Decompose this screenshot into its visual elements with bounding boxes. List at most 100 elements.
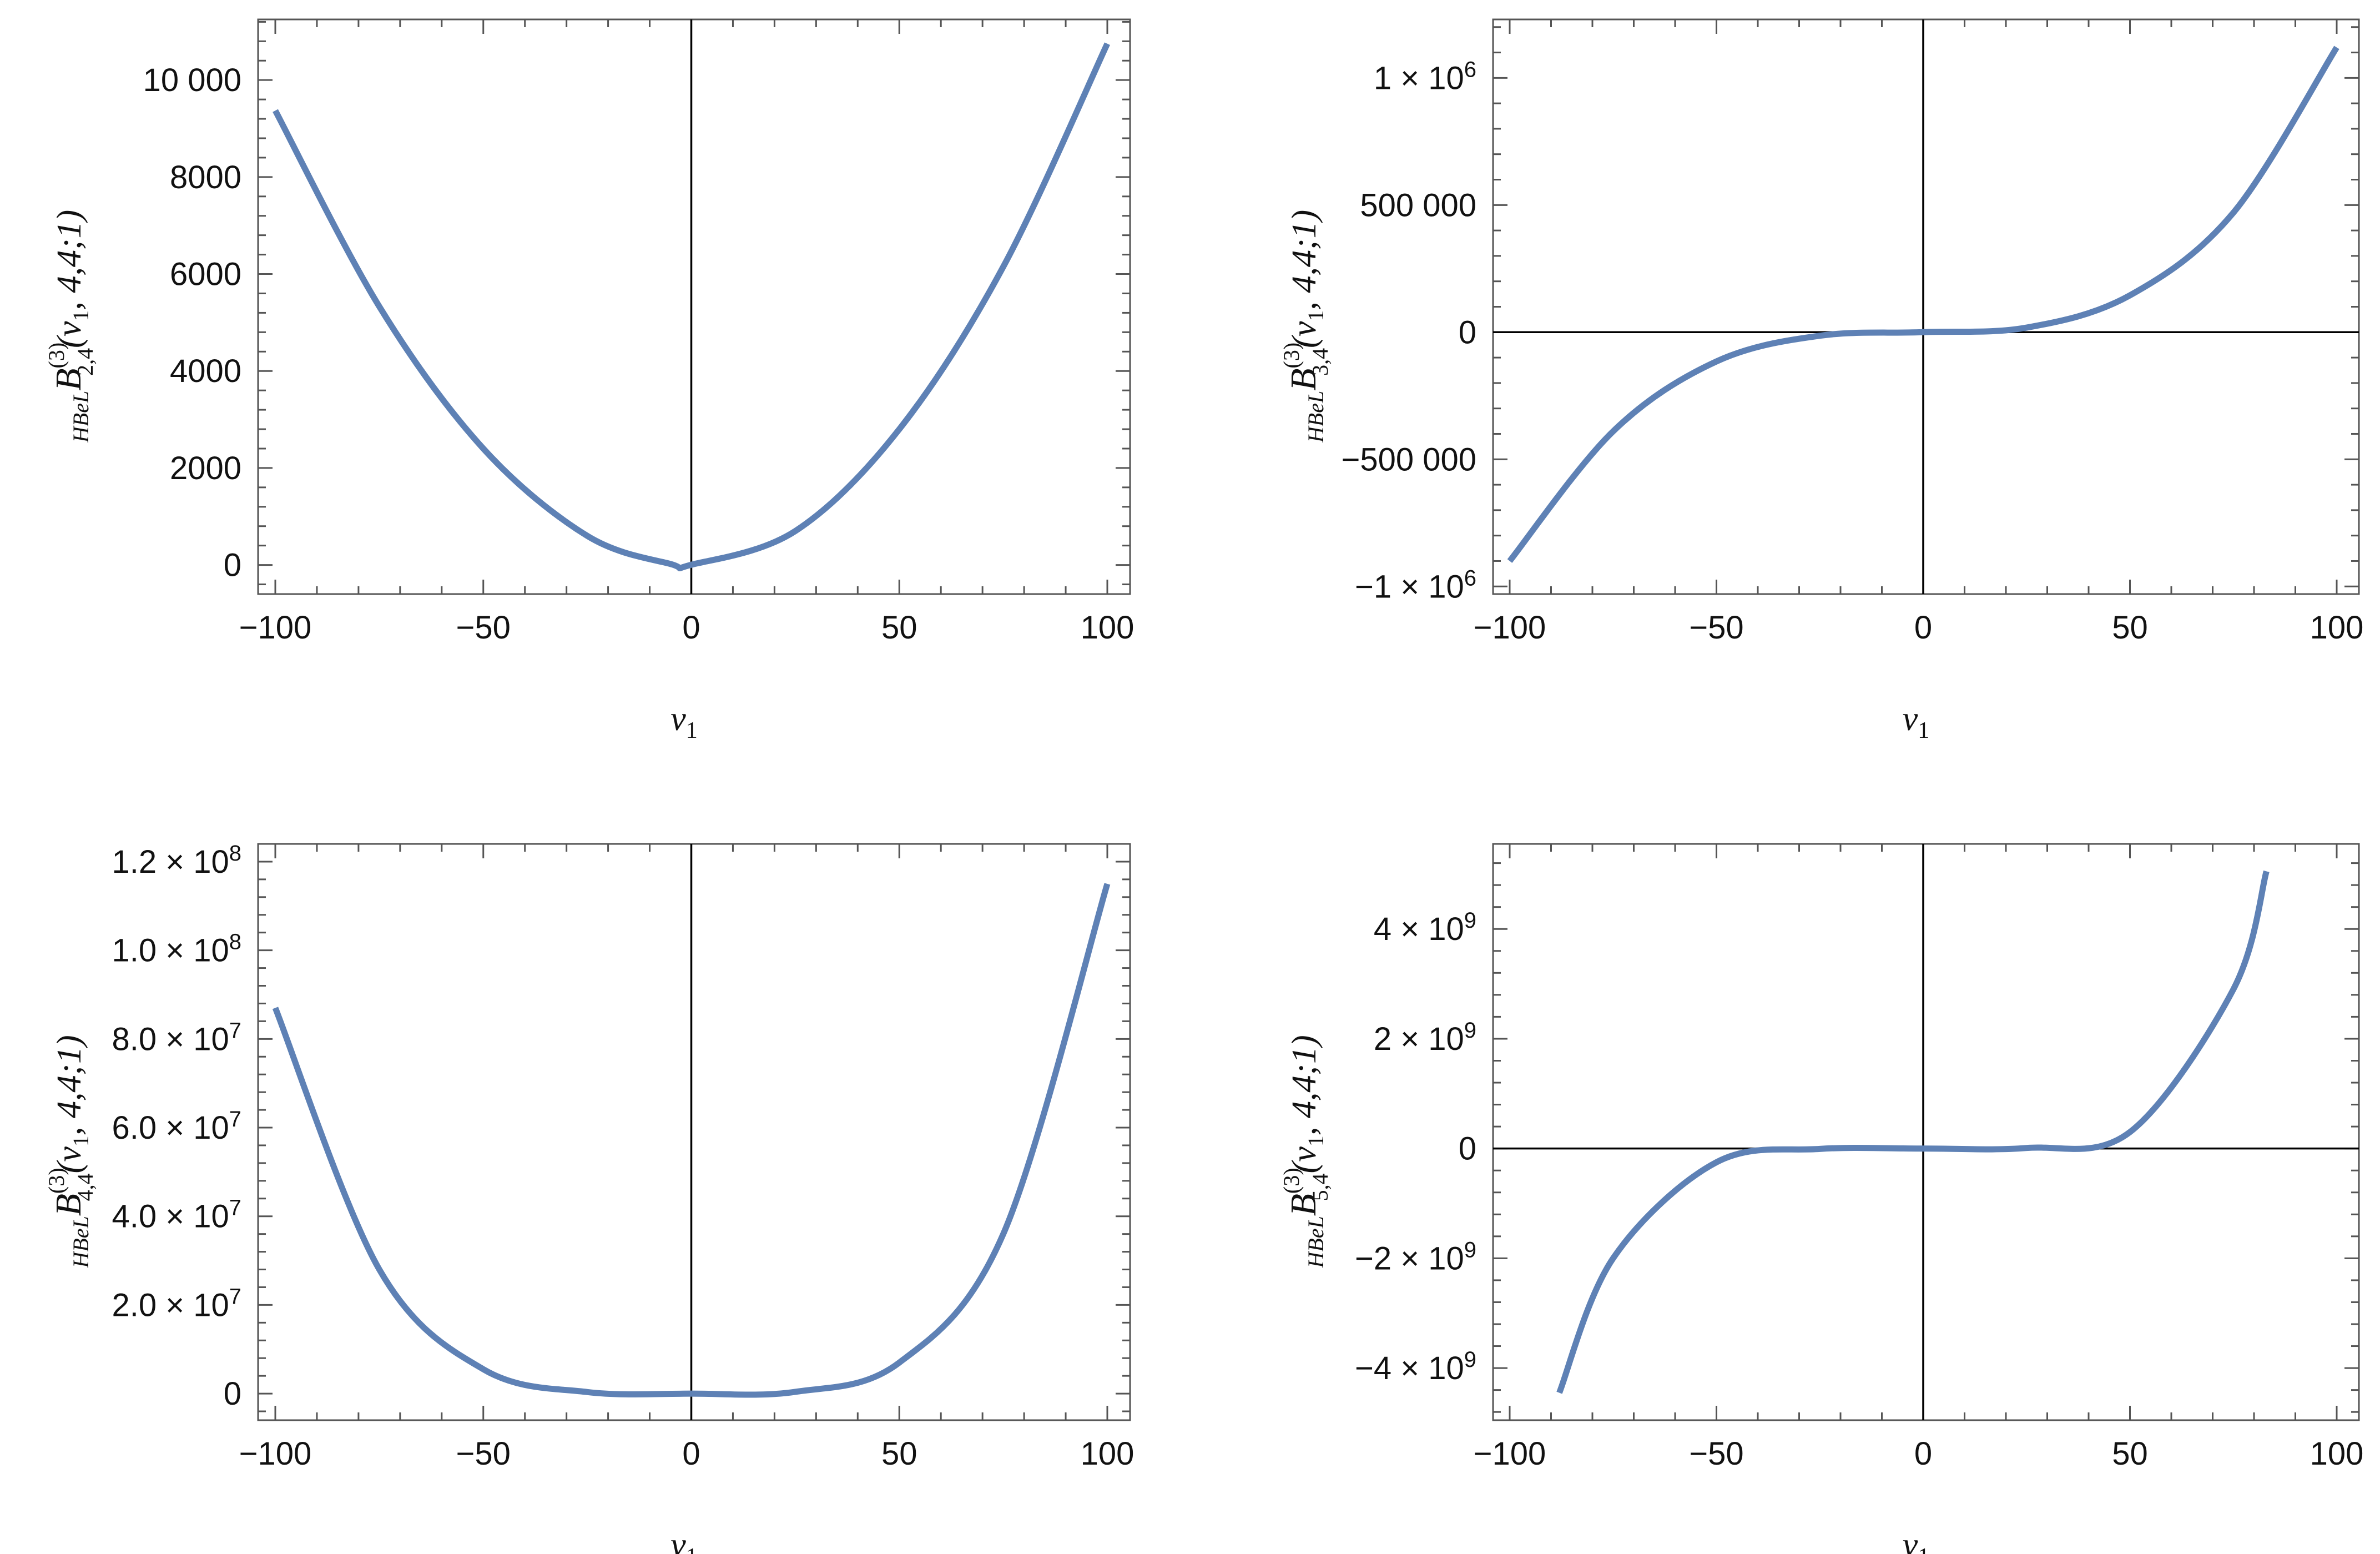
y-tick-label: 4000 <box>170 353 241 389</box>
x-tick-label: −100 <box>1474 1436 1546 1472</box>
y-tick-exponent: 7 <box>229 1196 241 1220</box>
y-tick-label: 4 × 109 <box>1374 908 1476 947</box>
x-tick-label: 0 <box>682 610 700 646</box>
y-tick-exponent: 6 <box>1464 566 1476 590</box>
y-tick-label: −2 × 109 <box>1355 1238 1476 1276</box>
y-tick-label-text: 1 × 10 <box>1374 60 1464 96</box>
svg-text:HBeLB(3)2,4(v1, 4,4;1): HBeLB(3) 2,4(v1, 4,4;1) <box>44 210 98 443</box>
y-tick-label: 2000 <box>170 450 241 486</box>
x-tick-label: −50 <box>456 1436 511 1472</box>
x-tick-label: −50 <box>456 610 511 646</box>
x-tick-label: −50 <box>1689 1436 1743 1472</box>
y-tick-label-text: 0 <box>1459 314 1476 350</box>
y-tick-label: −4 × 109 <box>1355 1347 1476 1386</box>
y-tick-exponent: 6 <box>1464 57 1476 82</box>
y-tick-label: 8000 <box>170 159 241 195</box>
y-tick-label: 6000 <box>170 257 241 293</box>
y-tick-label-text: −1 × 10 <box>1355 569 1464 605</box>
y-tick-label: 1.0 × 108 <box>112 930 242 969</box>
y-tick-label: 0 <box>1459 1131 1476 1167</box>
y-tick-label-text: 6000 <box>170 257 241 293</box>
series-curve <box>1507 46 2339 563</box>
x-tick-label: 100 <box>2310 1436 2364 1472</box>
y-tick-label-text: 2.0 × 10 <box>112 1287 229 1323</box>
chart-panel-1: −100 −50 0 50 100 0 2000 4000 6000 8000 10 000 v1 HB… <box>44 18 1134 743</box>
y-tick-label: 8.0 × 107 <box>112 1018 242 1057</box>
x-tick-label: −100 <box>239 1436 312 1472</box>
x-tick-label: 0 <box>1914 1436 1932 1472</box>
x-tick-label: −100 <box>239 610 312 646</box>
y-tick-label: 1.2 × 108 <box>112 841 242 880</box>
y-tick-label: −500 000 <box>1341 441 1476 477</box>
y-tick-label: 10 000 <box>143 62 241 98</box>
y-tick-exponent: 9 <box>1464 908 1476 933</box>
y-tick-label: 2 × 109 <box>1374 1018 1476 1057</box>
y-tick-label-text: 8000 <box>170 159 241 195</box>
y-axis-label: HBeLB(3) 5,4(v1, 4,4;1) <box>1279 1035 1333 1268</box>
y-tick-label-text: 4.0 × 10 <box>112 1199 229 1235</box>
x-tick-label: 50 <box>881 1436 917 1472</box>
y-tick-label-text: 6.0 × 10 <box>112 1110 229 1146</box>
svg-text:HBeLB(3)5,4(v1, 4,4;1): HBeLB(3) 5,4(v1, 4,4;1) <box>1279 1035 1333 1268</box>
y-tick-label-text: 1.2 × 10 <box>112 844 229 880</box>
x-axis-label: v1 <box>1903 1526 1930 1554</box>
y-tick-exponent: 8 <box>229 930 241 954</box>
y-tick-label-text: 0 <box>1459 1131 1476 1167</box>
y-axis-label: HBeLB(3) 3,4(v1, 4,4;1) <box>1279 210 1333 443</box>
svg-text:HBeLB(3)4,4(v1, 4,4;1): HBeLB(3) 4,4(v1, 4,4;1) <box>44 1035 98 1268</box>
x-tick-label: 100 <box>1081 610 1134 646</box>
y-tick-label: −1 × 106 <box>1355 566 1476 605</box>
series-curve <box>272 883 1111 1398</box>
y-tick-exponent: 8 <box>229 841 241 866</box>
x-tick-label: 100 <box>1081 1436 1134 1472</box>
y-tick-label: 4.0 × 107 <box>112 1196 242 1235</box>
plot-frame <box>1492 18 2360 595</box>
y-tick-label-text: 10 000 <box>143 62 241 98</box>
y-tick-exponent: 9 <box>1464 1347 1476 1372</box>
plot-frame <box>257 18 1131 595</box>
y-tick-exponent: 7 <box>229 1107 241 1131</box>
y-tick-label-text: 2000 <box>170 450 241 486</box>
x-tick-label: −100 <box>1474 610 1546 646</box>
x-tick-label: 50 <box>881 610 917 646</box>
y-tick-label-text: 1.0 × 10 <box>112 933 229 969</box>
y-tick-label: 0 <box>224 547 241 584</box>
y-tick-exponent: 9 <box>1464 1238 1476 1262</box>
y-axis-label: HBeLB(3) 2,4(v1, 4,4;1) <box>44 210 98 443</box>
plot-frame <box>257 843 1131 1421</box>
y-tick-label: 500 000 <box>1360 187 1476 223</box>
plot-frame <box>1492 843 2360 1421</box>
svg-text:HBeLB(3)3,4(v1, 4,4;1): HBeLB(3) 3,4(v1, 4,4;1) <box>1279 210 1333 443</box>
x-axis-label: v1 <box>670 1526 698 1554</box>
y-tick-exponent: 7 <box>229 1018 241 1043</box>
y-tick-label-text: 4 × 10 <box>1374 911 1464 947</box>
y-tick-label: 0 <box>1459 314 1476 350</box>
x-tick-label: 50 <box>2112 1436 2148 1472</box>
y-tick-label-text: −2 × 10 <box>1355 1240 1464 1276</box>
x-tick-label: 100 <box>2310 610 2364 646</box>
x-tick-label: 0 <box>682 1436 700 1472</box>
y-tick-label-text: 4000 <box>170 353 241 389</box>
y-tick-label-text: 8.0 × 10 <box>112 1021 229 1057</box>
y-tick-label-text: −4 × 10 <box>1355 1350 1464 1386</box>
y-tick-label-text: 2 × 10 <box>1374 1021 1464 1057</box>
x-tick-label: −50 <box>1689 610 1743 646</box>
y-tick-label: 1 × 106 <box>1374 57 1476 96</box>
x-tick-label: 0 <box>1914 610 1932 646</box>
y-tick-label-text: 0 <box>224 547 241 584</box>
y-tick-label-text: 500 000 <box>1360 187 1476 223</box>
x-axis-label: v1 <box>670 700 698 743</box>
y-tick-exponent: 9 <box>1464 1018 1476 1043</box>
y-tick-label-text: 0 <box>224 1376 241 1412</box>
y-axis-label: HBeLB(3) 4,4(v1, 4,4;1) <box>44 1035 98 1268</box>
x-axis-label: v1 <box>1903 700 1930 743</box>
series-curve <box>273 42 1110 572</box>
series-curve <box>1556 870 2270 1394</box>
y-tick-label: 2.0 × 107 <box>112 1284 242 1323</box>
y-tick-exponent: 7 <box>229 1284 241 1309</box>
y-tick-label: 6.0 × 107 <box>112 1107 242 1146</box>
y-tick-label: 0 <box>224 1376 241 1412</box>
